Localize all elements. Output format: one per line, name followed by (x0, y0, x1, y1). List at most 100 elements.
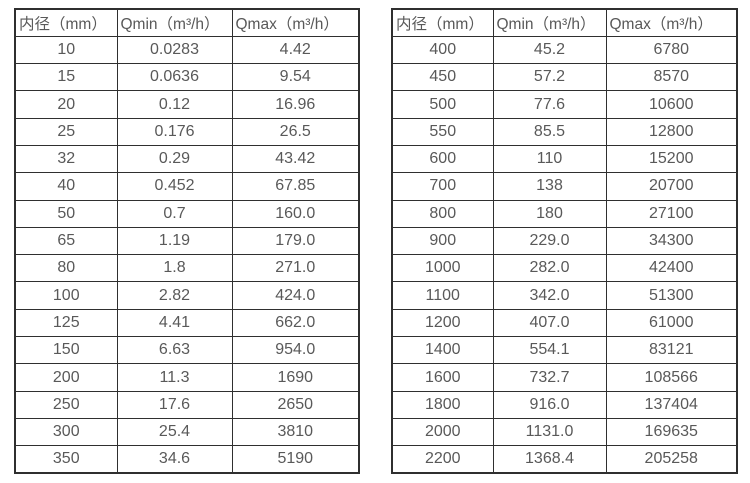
table-cell: 85.5 (492, 117, 607, 146)
table-row: 800 180 27100 (391, 199, 738, 228)
table-cell: 1.8 (116, 254, 233, 283)
table-cell: 150 (14, 336, 118, 365)
column-header: Qmin（m³/h） (116, 8, 233, 37)
table-cell: 229.0 (492, 226, 607, 256)
column-header: 内径（mm） (14, 8, 118, 37)
table-cell: 1000 (391, 254, 494, 283)
table-cell: 2000 (391, 417, 494, 447)
table-cell: 732.7 (492, 363, 607, 392)
table-row: 600 110 15200 (391, 144, 738, 174)
table-row: 65 1.19 179.0 (14, 226, 360, 256)
table-row: 1100 342.0 51300 (391, 281, 738, 310)
table-cell: 169635 (605, 417, 738, 447)
table-cell: 12800 (605, 117, 738, 146)
table-cell: 916.0 (492, 390, 607, 419)
table-cell: 125 (14, 308, 118, 338)
table-row: 350 34.6 5190 (14, 445, 360, 474)
table-cell: 1131.0 (492, 417, 607, 447)
table-cell: 10 (14, 35, 118, 65)
table-cell: 83121 (605, 336, 738, 365)
table-cell: 3810 (231, 417, 360, 447)
table-cell: 2.82 (116, 281, 233, 310)
table-cell: 1800 (391, 390, 494, 419)
table-cell: 26.5 (231, 117, 360, 146)
table-cell: 6780 (605, 35, 738, 65)
table-row: 80 1.8 271.0 (14, 254, 360, 283)
table-row: 15 0.0636 9.54 (14, 63, 360, 92)
table-cell: 4.41 (116, 308, 233, 338)
table-cell: 4.42 (231, 35, 360, 65)
table-cell: 550 (391, 117, 494, 146)
table-row: 40 0.452 67.85 (14, 172, 360, 201)
table-cell: 5190 (231, 445, 360, 474)
table-row: 200 11.3 1690 (14, 363, 360, 392)
table-cell: 20700 (605, 172, 738, 201)
table-row: 25 0.176 26.5 (14, 117, 360, 146)
table-row: 20 0.12 16.96 (14, 90, 360, 119)
table-cell: 700 (391, 172, 494, 201)
table-row: 150 6.63 954.0 (14, 336, 360, 365)
table-cell: 0.452 (116, 172, 233, 201)
column-header: Qmax（m³/h） (605, 8, 738, 37)
table-cell: 900 (391, 226, 494, 256)
table-cell: 424.0 (231, 281, 360, 310)
table-cell: 0.7 (116, 199, 233, 228)
table-cell: 1400 (391, 336, 494, 365)
table-cell: 0.12 (116, 90, 233, 119)
column-header: 内径（mm） (391, 8, 494, 37)
table-cell: 554.1 (492, 336, 607, 365)
table-cell: 61000 (605, 308, 738, 338)
table-cell: 43.42 (231, 144, 360, 174)
table-cell: 51300 (605, 281, 738, 310)
table-cell: 1600 (391, 363, 494, 392)
table-cell: 16.96 (231, 90, 360, 119)
table-cell: 77.6 (492, 90, 607, 119)
table-cell: 350 (14, 445, 118, 474)
table-row: 1400 554.1 83121 (391, 336, 738, 365)
table-cell: 160.0 (231, 199, 360, 228)
table-cell: 137404 (605, 390, 738, 419)
table-cell: 400 (391, 35, 494, 65)
table-cell: 1368.4 (492, 445, 607, 474)
table-cell: 25 (14, 117, 118, 146)
table-cell: 80 (14, 254, 118, 283)
table-cell: 20 (14, 90, 118, 119)
table-cell: 57.2 (492, 63, 607, 92)
table-row: 900 229.0 34300 (391, 226, 738, 256)
table-row: 50 0.7 160.0 (14, 199, 360, 228)
table-cell: 342.0 (492, 281, 607, 310)
table-cell: 108566 (605, 363, 738, 392)
table-cell: 662.0 (231, 308, 360, 338)
table-cell: 65 (14, 226, 118, 256)
flow-spec-table-small-diameters: 内径（mm） Qmin（m³/h） Qmax（m³/h） 10 0.0283 4.42 15… (14, 8, 360, 475)
table-cell: 2650 (231, 390, 360, 419)
table-cell: 110 (492, 144, 607, 174)
table-cell: 0.0636 (116, 63, 233, 92)
table-row: 550 85.5 12800 (391, 117, 738, 146)
table-cell: 0.176 (116, 117, 233, 146)
table-cell: 17.6 (116, 390, 233, 419)
table-cell: 200 (14, 363, 118, 392)
table-cell: 32 (14, 144, 118, 174)
column-header: Qmin（m³/h） (492, 8, 607, 37)
table-cell: 282.0 (492, 254, 607, 283)
table-cell: 34300 (605, 226, 738, 256)
table-cell: 179.0 (231, 226, 360, 256)
table-cell: 67.85 (231, 172, 360, 201)
table-cell: 50 (14, 199, 118, 228)
table-cell: 800 (391, 199, 494, 228)
table-cell: 180 (492, 199, 607, 228)
table-cell: 300 (14, 417, 118, 447)
table-cell: 42400 (605, 254, 738, 283)
table-row: 10 0.0283 4.42 (14, 35, 360, 65)
table-row: 250 17.6 2650 (14, 390, 360, 419)
table-row: 400 45.2 6780 (391, 35, 738, 65)
header-row: 内径（mm） Qmin（m³/h） Qmax（m³/h） (391, 8, 738, 37)
table-cell: 15200 (605, 144, 738, 174)
table-cell: 10600 (605, 90, 738, 119)
header-row: 内径（mm） Qmin（m³/h） Qmax（m³/h） (14, 8, 360, 37)
table-cell: 450 (391, 63, 494, 92)
table-row: 1600 732.7 108566 (391, 363, 738, 392)
table-row: 100 2.82 424.0 (14, 281, 360, 310)
